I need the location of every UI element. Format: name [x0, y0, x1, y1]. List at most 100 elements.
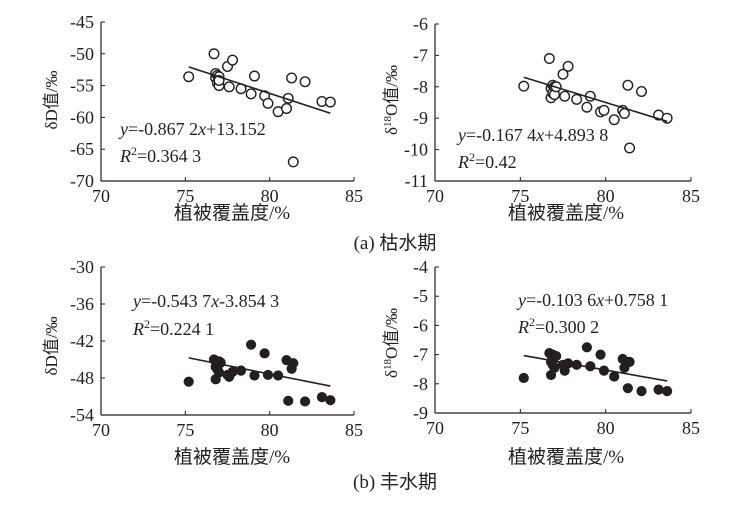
chart-b-left-x-tick-label: 85 [345, 420, 363, 440]
chart-a-left-axes [100, 22, 354, 182]
chart-a-right-y-tick-label: -8 [413, 77, 428, 97]
chart-b-right-y-tick-label: -6 [413, 315, 428, 335]
chart-a-left-y-tick-label: -45 [70, 12, 94, 32]
chart-a-right-point [661, 112, 673, 124]
chart-b-left-point [288, 358, 299, 369]
chart-b-left-points [183, 339, 336, 407]
chart-a-right-fit-line [523, 76, 668, 123]
chart-a-right-point [618, 107, 630, 119]
chart-b-right-point [653, 384, 664, 395]
chart-b-left-point [316, 392, 328, 403]
chart-a-left-fit-line [188, 66, 331, 115]
chart-a-left-x-tick-label: 75 [176, 186, 194, 206]
chart-a-left-point [281, 102, 293, 114]
chart-a-left-y-tick-label: -70 [70, 171, 94, 191]
chart-a-right-point [562, 60, 574, 72]
chart-a-left-x-tick-label: 85 [345, 186, 363, 206]
chart-b-right-point [609, 371, 620, 382]
chart-b-left-point [325, 395, 336, 406]
chart-b-right-point [551, 350, 562, 362]
chart-a-left-y-tick-label: -50 [70, 44, 94, 64]
chart-a-right-point [636, 86, 648, 98]
chart-a-right-point [543, 53, 555, 65]
chart-a-right-point [624, 142, 636, 154]
chart-b-right-equation: y=-0.103 6x+0.758 1 [516, 290, 668, 310]
chart-a-left-point [324, 96, 336, 108]
chart-b-right-point [581, 342, 592, 353]
chart-b-right-point [622, 383, 633, 394]
chart-a-right-axes [434, 24, 691, 182]
chart-b-left-point [283, 395, 294, 406]
chart-b-right-x-tick-label: 80 [597, 418, 615, 438]
chart-b-left-x-tick-label: 75 [176, 420, 194, 440]
chart-b-right-point [549, 362, 560, 373]
chart-b-left-point [259, 348, 270, 359]
chart-b-right-ylabel: δ18O值/‰ [382, 308, 401, 378]
chart-b-left-x-tick-label: 70 [92, 420, 110, 440]
chart-a-right-y-tick-label: -7 [413, 45, 428, 65]
chart-b-right-point [518, 372, 529, 384]
chart-b-left-point [299, 396, 311, 407]
chart-b-right-point [636, 386, 647, 397]
chart-b-left-equation: y=-0.543 7x-3.854 3 [131, 291, 279, 311]
chart-b-right-y-tick-label: -5 [413, 286, 428, 306]
chart-a-right-y-tick-label: -11 [405, 171, 428, 191]
chart-a-left-point [208, 48, 220, 60]
chart-b-right-point [595, 349, 606, 360]
chart-b-left-axes [100, 267, 354, 416]
chart-a-left-point [248, 70, 260, 82]
chart-a-left-point [299, 76, 311, 88]
chart-a-right-equation: y=-0.167 4x+4.893 8 [456, 125, 608, 145]
chart-a-right-point [622, 79, 634, 91]
chart-a-left-y-tick-label: -65 [70, 139, 94, 159]
chart-a-left-r2: R2=0.364 3 [119, 144, 201, 166]
chart-a-left-point [286, 72, 298, 84]
chart-b-right-point [624, 356, 635, 367]
chart-a-left-x-tick-label: 80 [261, 186, 279, 206]
chart-a-left-y-tick-label: -60 [70, 107, 94, 127]
chart-a-right-point [518, 80, 530, 92]
chart-b-left-x-tick-label: 80 [261, 420, 279, 440]
chart-b-right-y-tick-label: -4 [413, 257, 428, 277]
chart-b-left-y-tick-label: -36 [70, 294, 94, 314]
chart-a-left-y-tick-label: -55 [70, 76, 94, 96]
chart-b-right-point [662, 386, 673, 397]
chart-a-left-point [245, 88, 257, 100]
chart-b-left-r2: R2=0.224 1 [132, 317, 214, 339]
chart-a-right-ylabel: δ18O值/‰ [382, 65, 401, 135]
chart-b-left-point [215, 357, 226, 368]
chart-a-left-equation: y=-0.867 2x+13.152 [118, 119, 266, 139]
chart-b-left-point [246, 339, 257, 350]
chart-a-right-xlabel: 植被覆盖度/% [508, 202, 624, 224]
chart-a-left-point [223, 81, 235, 93]
chart-a-right-y-tick-label: -6 [413, 14, 428, 34]
chart-b-left-point [227, 366, 238, 377]
chart-b-right-points [518, 342, 673, 397]
chart-a-right-point [581, 101, 593, 113]
chart-b-right-xlabel: 植被覆盖度/% [508, 446, 624, 468]
chart-b-left-y-tick-label: -42 [70, 331, 94, 351]
caption-a: (a) 枯水期 [354, 232, 437, 254]
chart-b-left-xlabel: 植被覆盖度/% [174, 446, 290, 468]
chart-a-right-point [608, 114, 620, 126]
chart-b-left-ylabel: δD值/‰ [42, 316, 61, 375]
chart-b-right-y-tick-label: -9 [413, 403, 428, 423]
chart-b-right-ticks: -4 -5 -6 -7 -8 -970 75 80 85 [413, 257, 700, 438]
chart-a-right-point [559, 90, 571, 102]
chart-b-right-x-tick-label: 85 [682, 418, 700, 438]
chart-b-left-fit-line [188, 357, 331, 387]
chart-b-right-fit-line [523, 354, 668, 382]
chart-a-left-point [183, 71, 195, 83]
chart-a-right-point [571, 93, 583, 105]
chart-b-right-r2: R2=0.300 2 [517, 315, 599, 337]
chart-b-left-point [183, 376, 194, 387]
chart-b-left-y-tick-label: -54 [70, 405, 94, 425]
chart-a-right-x-tick-label: 80 [597, 186, 615, 206]
chart-a-right-y-tick-label: -10 [404, 140, 428, 160]
caption-b: (b) 丰水期 [353, 471, 437, 493]
chart-a-right-r2: R2=0.42 [457, 150, 517, 172]
